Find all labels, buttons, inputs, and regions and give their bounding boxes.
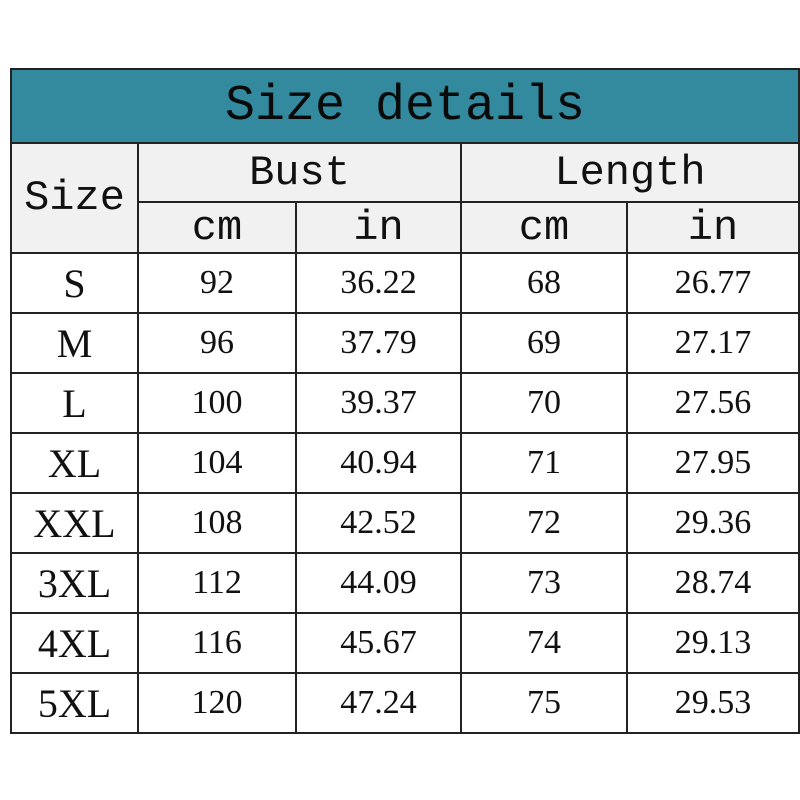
length-in-cell: 29.13 xyxy=(625,612,800,674)
size-cell: S xyxy=(10,252,139,314)
length-in-cell: 29.36 xyxy=(625,492,800,554)
bust-in-cell: 42.52 xyxy=(295,492,462,554)
bust-in-cell: 36.22 xyxy=(295,252,462,314)
size-table: Size details Size Bust Length cm in cm i… xyxy=(9,68,800,734)
table-title: Size details xyxy=(9,68,800,144)
table-row: 3XL 112 44.09 73 28.74 xyxy=(10,552,800,614)
bust-cm-cell: 116 xyxy=(137,612,297,674)
bust-header: Bust xyxy=(137,142,462,203)
bust-in-cell: 39.37 xyxy=(295,372,462,434)
size-cell: 4XL xyxy=(10,612,139,674)
bust-cm-cell: 120 xyxy=(137,672,297,734)
bust-cm-cell: 96 xyxy=(137,312,297,374)
length-in-header: in xyxy=(625,201,800,254)
size-cell: M xyxy=(10,312,139,374)
size-cell: 5XL xyxy=(10,672,139,734)
bust-cm-cell: 108 xyxy=(137,492,297,554)
size-header: Size xyxy=(10,142,139,254)
table-row: S 92 36.22 68 26.77 xyxy=(10,252,800,314)
bust-cm-cell: 104 xyxy=(137,432,297,494)
length-in-cell: 29.53 xyxy=(625,672,800,734)
length-cm-cell: 72 xyxy=(460,492,628,554)
length-cm-header: cm xyxy=(460,201,628,254)
bust-in-header: in xyxy=(295,201,462,254)
size-cell: XXL xyxy=(10,492,139,554)
bust-in-cell: 40.94 xyxy=(295,432,462,494)
table-row: 5XL 120 47.24 75 29.53 xyxy=(10,672,800,734)
table-row: XXL 108 42.52 72 29.36 xyxy=(10,492,800,554)
length-cm-cell: 74 xyxy=(460,612,628,674)
length-in-cell: 27.95 xyxy=(625,432,800,494)
bust-cm-cell: 92 xyxy=(137,252,297,314)
length-in-cell: 27.17 xyxy=(625,312,800,374)
table-row: L 100 39.37 70 27.56 xyxy=(10,372,800,434)
length-header: Length xyxy=(459,142,800,203)
bust-in-cell: 45.67 xyxy=(295,612,462,674)
length-in-cell: 28.74 xyxy=(625,552,800,614)
length-cm-cell: 71 xyxy=(460,432,628,494)
bust-cm-header: cm xyxy=(137,201,297,254)
size-cell: L xyxy=(10,372,139,434)
length-in-cell: 27.56 xyxy=(625,372,800,434)
table-row: M 96 37.79 69 27.17 xyxy=(10,312,800,374)
bust-cm-cell: 112 xyxy=(137,552,297,614)
table-row: 4XL 116 45.67 74 29.13 xyxy=(10,612,800,674)
length-cm-cell: 73 xyxy=(460,552,628,614)
length-cm-cell: 69 xyxy=(460,312,628,374)
size-chart: Size details Size Bust Length cm in cm i… xyxy=(9,68,800,734)
bust-in-cell: 37.79 xyxy=(295,312,462,374)
length-in-cell: 26.77 xyxy=(625,252,800,314)
length-cm-cell: 70 xyxy=(460,372,628,434)
length-cm-cell: 75 xyxy=(460,672,628,734)
table-row: XL 104 40.94 71 27.95 xyxy=(10,432,800,494)
bust-in-cell: 47.24 xyxy=(295,672,462,734)
size-cell: 3XL xyxy=(10,552,139,614)
bust-cm-cell: 100 xyxy=(137,372,297,434)
bust-in-cell: 44.09 xyxy=(295,552,462,614)
size-cell: XL xyxy=(10,432,139,494)
length-cm-cell: 68 xyxy=(460,252,628,314)
